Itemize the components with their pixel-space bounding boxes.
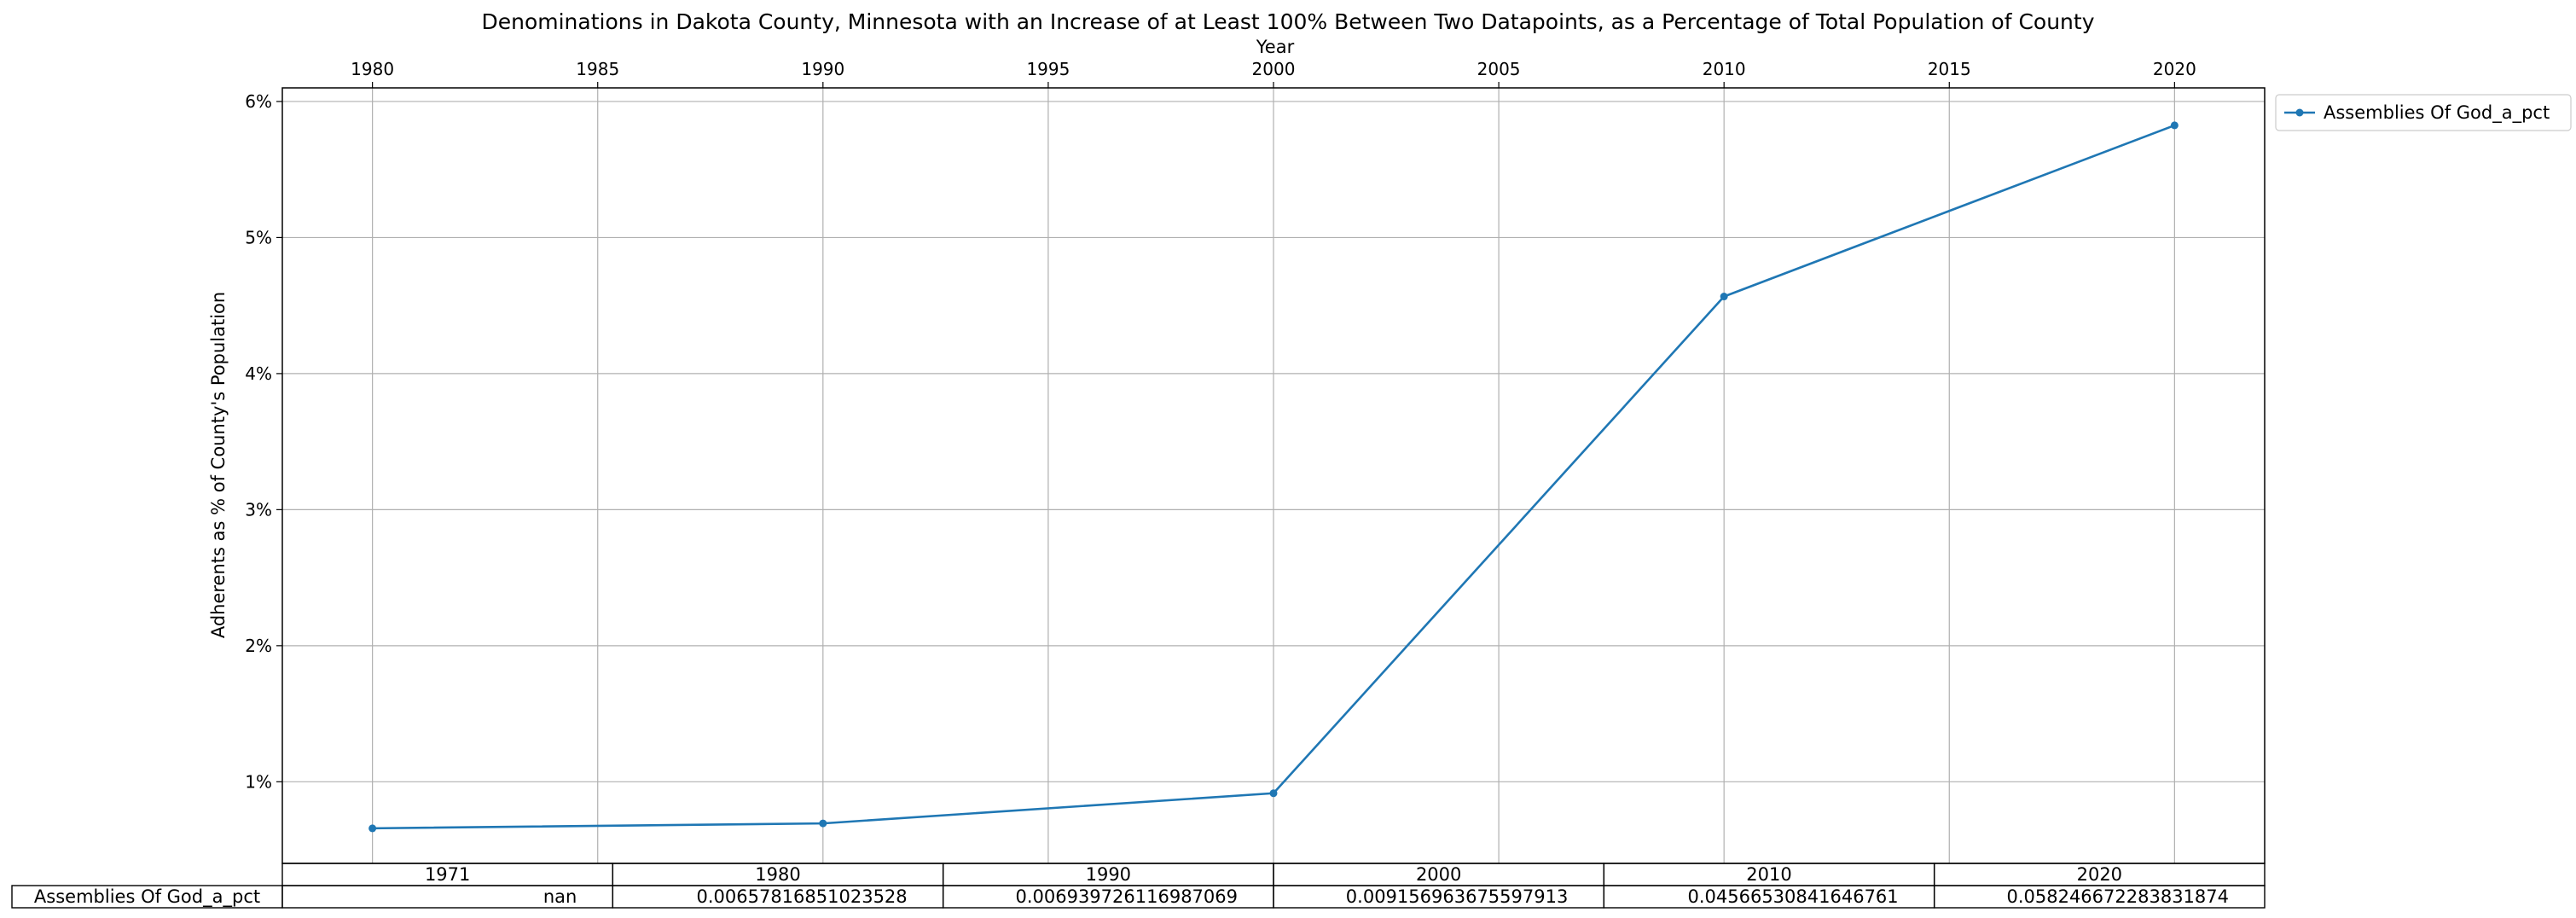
x-tick-label: 2010: [1703, 59, 1746, 79]
table-column-header: 1971: [425, 864, 470, 885]
y-tick-label: 5%: [245, 227, 272, 247]
x-tick-label: 1980: [351, 59, 394, 79]
data-point: [368, 824, 377, 833]
data-point: [1720, 293, 1728, 301]
x-tick-label: 1995: [1026, 59, 1070, 79]
table-cell-value: 0.009156963675597913: [1346, 886, 1569, 907]
x-tick-label: 1985: [576, 59, 619, 79]
legend-marker: [2295, 108, 2304, 117]
table-cell-value: 0.04566530841646761: [1687, 886, 1898, 907]
y-tick-label: 2%: [245, 636, 272, 656]
table-column-header: 1990: [1086, 864, 1131, 885]
data-point: [1269, 789, 1278, 798]
table-column-header: 2010: [1746, 864, 1791, 885]
table-column-header: 2020: [2077, 864, 2122, 885]
data-point: [819, 819, 827, 828]
y-tick-label: 6%: [245, 91, 272, 112]
table-row-label: Assemblies Of God_a_pct: [34, 886, 260, 908]
x-axis-label: Year: [1256, 37, 1295, 57]
x-tick-label: 2015: [1928, 59, 1971, 79]
y-tick-label: 4%: [245, 363, 272, 384]
y-tick-label: 1%: [245, 771, 272, 792]
legend-box: [2275, 94, 2572, 131]
series-layer: [368, 121, 2179, 833]
y-tick-label: 3%: [245, 499, 272, 520]
legend-label: Assemblies Of God_a_pct: [2324, 102, 2550, 124]
table-cell-value: 0.00657816851023528: [696, 886, 907, 907]
chart-title: Denominations in Dakota County, Minnesot…: [481, 9, 2094, 34]
data-point: [2170, 121, 2179, 130]
table-cell-value: nan: [543, 886, 577, 907]
x-tick-label: 1990: [801, 59, 844, 79]
table-cell-value: 0.058246672283831874: [2006, 886, 2229, 907]
data-table: 1971 1980 1990 2000 2010 2020 Assemblies Of Go…: [11, 863, 2266, 909]
table-cell: [1933, 885, 2266, 909]
axis-ticks: 1980 1985 1990 1995 2000 2005 2010 2015 2020 1% 2%…: [245, 59, 2196, 792]
y-axis-label: Adherents as % of County's Population: [208, 292, 229, 638]
legend: Assemblies Of God_a_pct: [2275, 94, 2572, 131]
table-column-header: 2000: [1416, 864, 1461, 885]
x-tick-label: 2000: [1252, 59, 1296, 79]
table-column-header: 1980: [755, 864, 800, 885]
x-tick-label: 2020: [2153, 59, 2196, 79]
table-cell-value: 0.006939726116987069: [1015, 886, 1238, 907]
x-tick-label: 2005: [1477, 59, 1521, 79]
grid: [282, 88, 2265, 863]
